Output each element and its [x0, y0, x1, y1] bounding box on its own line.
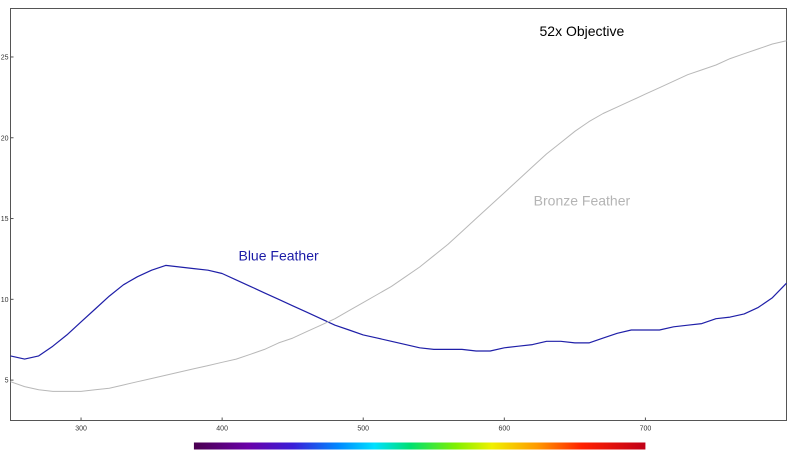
y-tick-label: 15 — [1, 216, 9, 223]
y-tick-label: 10 — [1, 297, 9, 304]
x-axis-ticks: 300 400 500 600 700 — [75, 417, 652, 433]
y-axis-ticks: 5 10 15 20 25 — [1, 54, 14, 385]
visible-spectrum-bar — [193, 442, 646, 450]
blue-feather-series-line — [10, 264, 787, 360]
chart-annotations: 52x Objective Blue Feather Bronze Feather — [238, 23, 630, 264]
y-tick-label: 20 — [1, 135, 9, 142]
x-tick-label: 400 — [216, 426, 228, 433]
y-tick-label: 25 — [1, 54, 9, 61]
blue-feather-label: Blue Feather — [238, 248, 318, 264]
x-tick-label: 300 — [75, 426, 87, 433]
x-tick-label: 600 — [498, 426, 510, 433]
series-layer — [10, 40, 787, 392]
objective-annotation: 52x Objective — [540, 23, 625, 39]
bronze-feather-series-line — [10, 40, 787, 392]
plot-area — [10, 8, 787, 421]
x-tick-label: 500 — [357, 426, 369, 433]
bronze-feather-label: Bronze Feather — [534, 193, 631, 209]
y-tick-label: 5 — [5, 378, 9, 385]
x-tick-label: 700 — [640, 426, 652, 433]
